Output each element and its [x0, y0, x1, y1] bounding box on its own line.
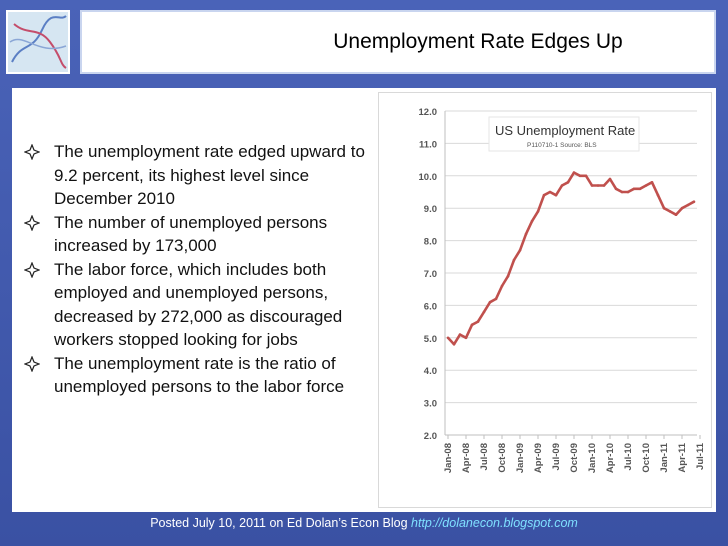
data-point	[470, 323, 474, 327]
bullet-text: The unemployment rate edged upward to 9.…	[54, 142, 365, 208]
data-point	[638, 187, 642, 191]
bullet-item: The unemployment rate is the ratio of un…	[18, 352, 370, 399]
data-point	[578, 174, 582, 178]
x-tick-label: Jan-11	[659, 442, 670, 472]
title-bar: Unemployment Rate Edges Up	[80, 10, 716, 74]
y-tick-label: 10.0	[419, 172, 438, 183]
data-point	[476, 320, 480, 323]
data-point	[536, 210, 540, 213]
data-point	[620, 190, 624, 194]
y-tick-label: 4.0	[424, 366, 437, 377]
bullet-text: The unemployment rate is the ratio of un…	[54, 353, 345, 397]
chart-title-box	[488, 116, 640, 152]
data-point	[650, 181, 654, 184]
data-point	[464, 336, 468, 340]
data-point	[584, 174, 588, 178]
data-point	[596, 184, 600, 187]
data-point	[656, 193, 660, 197]
chart-title: US Unemployment Rate	[495, 123, 635, 138]
x-tick-label: Jul-08	[479, 443, 490, 470]
data-point	[542, 193, 546, 197]
diamond-bullet-icon	[24, 261, 40, 278]
x-tick-label: Jul-11	[695, 442, 706, 470]
x-tick-label: Oct-10	[641, 443, 652, 473]
y-tick-label: 11.0	[419, 139, 437, 150]
data-point	[644, 184, 648, 187]
slide-title: Unemployment Rate Edges Up	[333, 30, 623, 53]
data-point	[686, 203, 690, 207]
x-tick-label: Apr-09	[533, 443, 544, 473]
x-tick-label: Apr-08	[461, 443, 472, 473]
data-point	[506, 274, 510, 278]
data-point	[512, 258, 516, 262]
diamond-bullet-icon	[24, 144, 40, 160]
y-tick-label: 5.0	[424, 334, 437, 345]
data-point	[452, 343, 456, 346]
chart-svg: 2.0 3.0 4.0 5.0 6.0 7.0 8.0 9.0 10.0 11.0 12.0 Jan-…	[419, 107, 707, 473]
blog-link[interactable]: http://dolanecon.blogspot.com	[411, 516, 578, 530]
logo-graphic	[8, 12, 68, 72]
x-tick-label: Jan-09	[515, 443, 526, 473]
x-tick-label: Jan-10	[587, 443, 598, 473]
data-point	[566, 181, 570, 184]
y-tick-label: 3.0	[424, 399, 437, 410]
bullet-item: The labor force, which includes both emp…	[18, 258, 370, 352]
blog-logo	[6, 10, 70, 74]
y-tick-label: 8.0	[424, 237, 437, 248]
data-point	[548, 190, 552, 194]
y-tick-label: 6.0	[424, 301, 437, 312]
x-tick-label: Oct-09	[569, 443, 580, 473]
bullet-list: The unemployment rate edged upward to 9.…	[18, 140, 370, 399]
x-tick-label: Apr-11	[677, 442, 688, 472]
data-point	[482, 310, 486, 314]
y-tick-label: 2.0	[424, 431, 437, 442]
bullet-item: The number of unemployed persons increas…	[18, 211, 370, 258]
y-tick-label: 9.0	[424, 204, 437, 215]
bullet-item: The unemployment rate edged upward to 9.…	[18, 140, 370, 211]
data-point	[530, 219, 534, 223]
diamond-bullet-icon	[24, 214, 40, 231]
x-tick-label: Jul-09	[551, 443, 562, 470]
data-point	[560, 184, 564, 187]
bullet-text: The number of unemployed persons increas…	[54, 212, 328, 256]
footer-caption: Posted July 10, 2011 on Ed Dolan’s Econ …	[0, 516, 728, 530]
data-point	[668, 210, 672, 213]
x-tick-label: Apr-10	[605, 443, 616, 473]
data-point	[446, 336, 450, 340]
data-point	[662, 206, 666, 210]
data-point	[554, 193, 558, 197]
bullet-text: The labor force, which includes both emp…	[54, 259, 343, 350]
data-point	[572, 171, 576, 174]
data-point	[626, 190, 630, 194]
data-point	[488, 300, 492, 304]
data-point	[500, 284, 504, 288]
data-point	[632, 187, 636, 191]
data-point	[692, 200, 696, 203]
data-point	[608, 177, 612, 181]
caption-text: Posted July 10, 2011 on Ed Dolan’s Econ …	[150, 516, 408, 530]
x-tick-label: Oct-08	[497, 443, 508, 473]
data-point	[602, 184, 606, 187]
x-tick-label: Jul-10	[623, 443, 634, 470]
series-line	[447, 171, 695, 346]
diamond-bullet-icon	[24, 355, 40, 372]
data-point	[494, 297, 498, 301]
data-point	[674, 213, 678, 216]
x-tick-label: Jan-08	[443, 443, 454, 473]
data-point	[614, 187, 618, 191]
data-point	[590, 184, 594, 187]
y-tick-label: 7.0	[424, 269, 437, 280]
data-point	[680, 206, 684, 210]
data-point	[524, 232, 528, 236]
data-point	[518, 249, 522, 252]
y-tick-label: 12.0	[419, 107, 438, 118]
unemployment-chart: 2.0 3.0 4.0 5.0 6.0 7.0 8.0 9.0 10.0 11.0 12.0 Jan-…	[378, 92, 712, 508]
data-point	[458, 333, 462, 336]
chart-subtitle: P110710-1 Source: BLS	[527, 142, 597, 149]
